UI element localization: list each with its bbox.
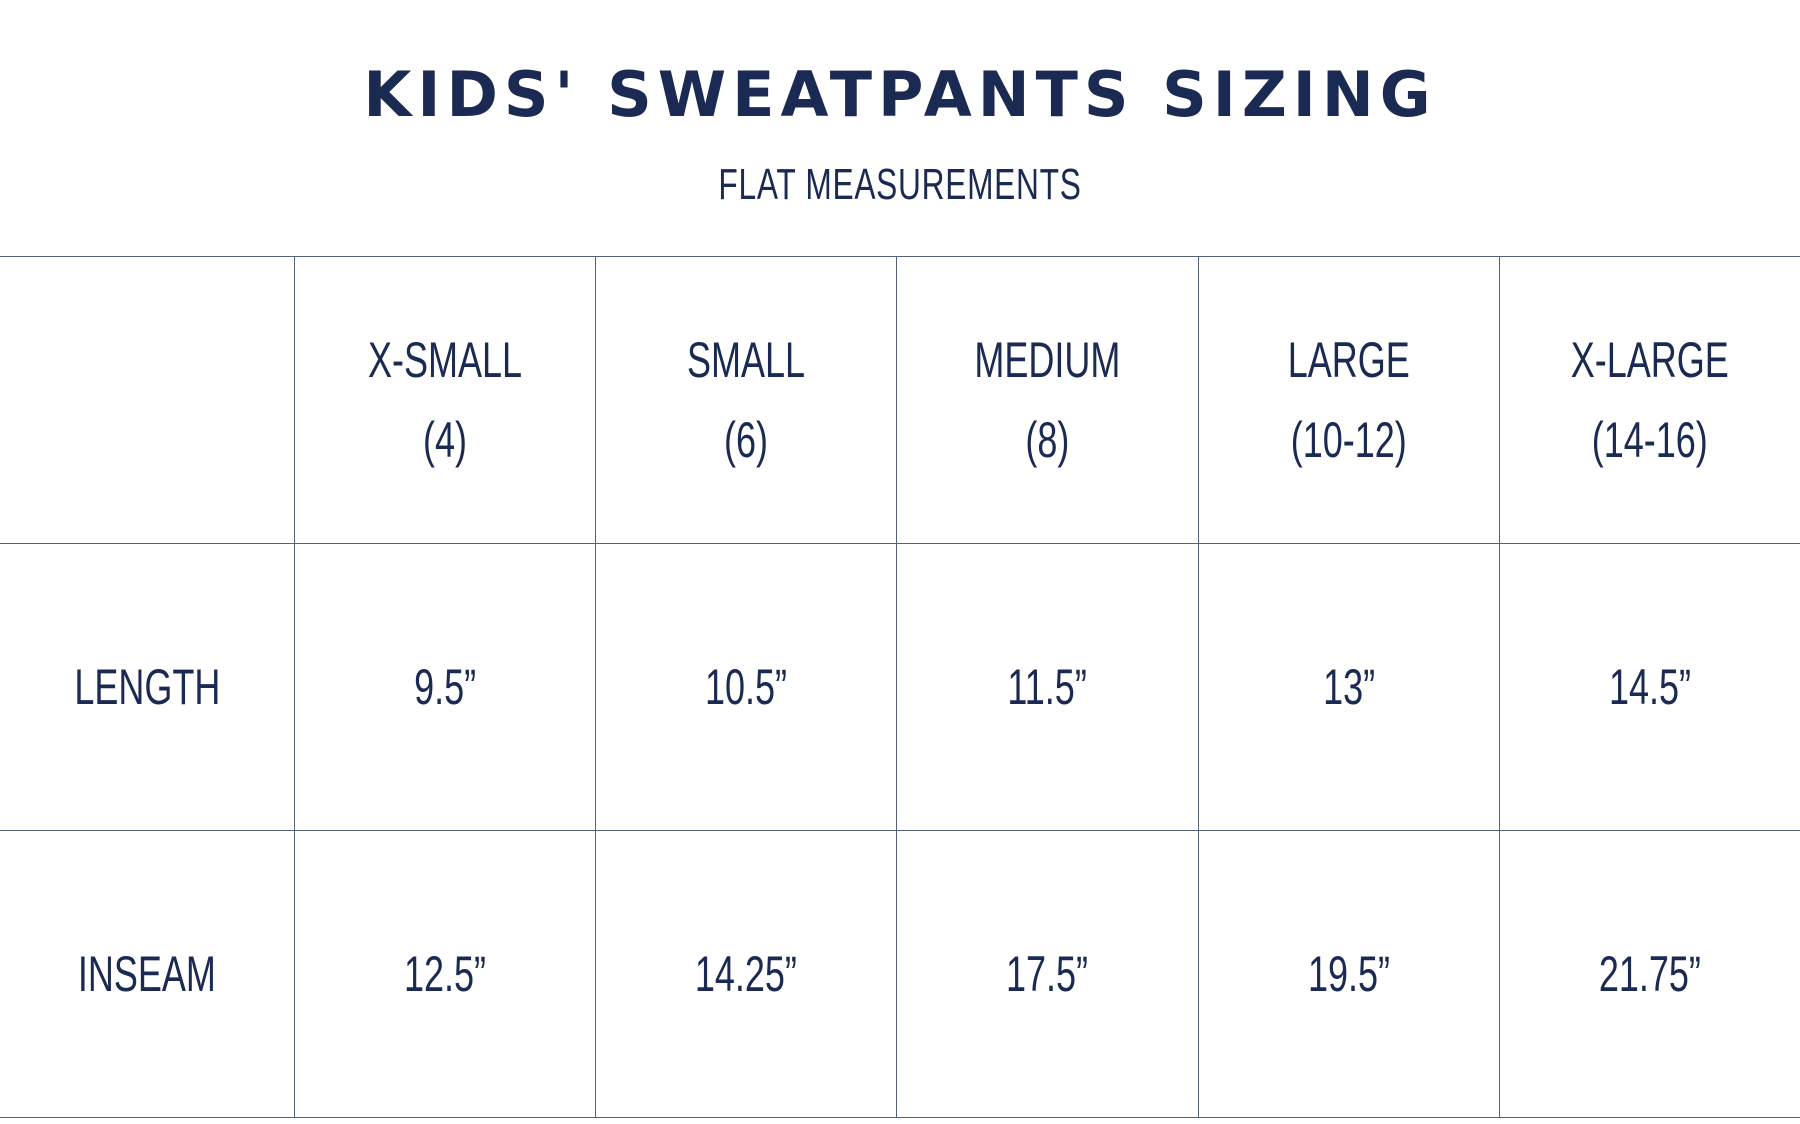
- row-label: INSEAM: [77, 946, 217, 1002]
- column-header: MEDIUM (8): [896, 256, 1199, 544]
- measurement: 12.5”: [404, 946, 487, 1002]
- measurement: 14.25”: [695, 946, 798, 1002]
- header-lines: LARGE (10-12): [1288, 320, 1410, 480]
- size-table: X-SMALL (4) SMALL (6) MEDIUM (8) LARGE (10-12) X…: [0, 256, 1800, 1118]
- value-cell: 17.5”: [896, 830, 1199, 1118]
- header-row: X-SMALL (4) SMALL (6) MEDIUM (8) LARGE (10-12) X…: [0, 256, 1800, 544]
- measurement: 14.5”: [1608, 659, 1691, 715]
- measurement: 11.5”: [1007, 659, 1088, 715]
- size-age: (8): [1025, 412, 1070, 468]
- row-label: LENGTH: [73, 659, 221, 715]
- measurement: 17.5”: [1006, 946, 1089, 1002]
- row-label-cell: INSEAM: [0, 830, 295, 1118]
- corner-cell: [0, 256, 295, 544]
- size-age: (14-16): [1591, 412, 1708, 468]
- value-cell: 12.5”: [293, 830, 597, 1118]
- table-row: LENGTH 9.5” 10.5” 11.5” 13” 14.5”: [0, 543, 1800, 831]
- title: KIDS' SWEATPANTS SIZING: [363, 58, 1437, 131]
- value-cell: 10.5”: [595, 543, 898, 831]
- measurement: 10.5”: [705, 659, 788, 715]
- size-name: MEDIUM: [974, 332, 1121, 388]
- measurement: 13”: [1322, 659, 1375, 715]
- subtitle: FLAT MEASUREMENTS: [718, 160, 1082, 209]
- size-age: (10-12): [1290, 412, 1407, 468]
- size-name: LARGE: [1287, 332, 1410, 388]
- value-cell: 21.75”: [1498, 830, 1800, 1118]
- measurement: 9.5”: [414, 659, 477, 715]
- value-cell: 19.5”: [1197, 830, 1500, 1118]
- row-label-cell: LENGTH: [0, 543, 295, 831]
- value-cell: 14.5”: [1498, 543, 1800, 831]
- table-row: INSEAM 12.5” 14.25” 17.5” 19.5” 21.75”: [0, 830, 1800, 1118]
- size-name: X-LARGE: [1570, 332, 1729, 388]
- measurement: 21.75”: [1598, 946, 1701, 1002]
- size-name: X-SMALL: [368, 332, 523, 388]
- size-name: SMALL: [687, 332, 806, 388]
- column-header: X-LARGE (14-16): [1498, 256, 1800, 544]
- size-age: (6): [724, 412, 769, 468]
- value-cell: 11.5”: [896, 543, 1199, 831]
- header-lines: X-SMALL (4): [368, 320, 522, 480]
- value-cell: 9.5”: [293, 543, 597, 831]
- value-cell: 13”: [1197, 543, 1500, 831]
- header-lines: MEDIUM (8): [974, 320, 1120, 480]
- value-cell: 14.25”: [595, 830, 898, 1118]
- column-header: LARGE (10-12): [1197, 256, 1500, 544]
- header-lines: SMALL (6): [687, 320, 805, 480]
- measurement: 19.5”: [1307, 946, 1390, 1002]
- size-age: (4): [423, 412, 468, 468]
- column-header: X-SMALL (4): [293, 256, 597, 544]
- header-lines: X-LARGE (14-16): [1571, 320, 1729, 480]
- column-header: SMALL (6): [595, 256, 898, 544]
